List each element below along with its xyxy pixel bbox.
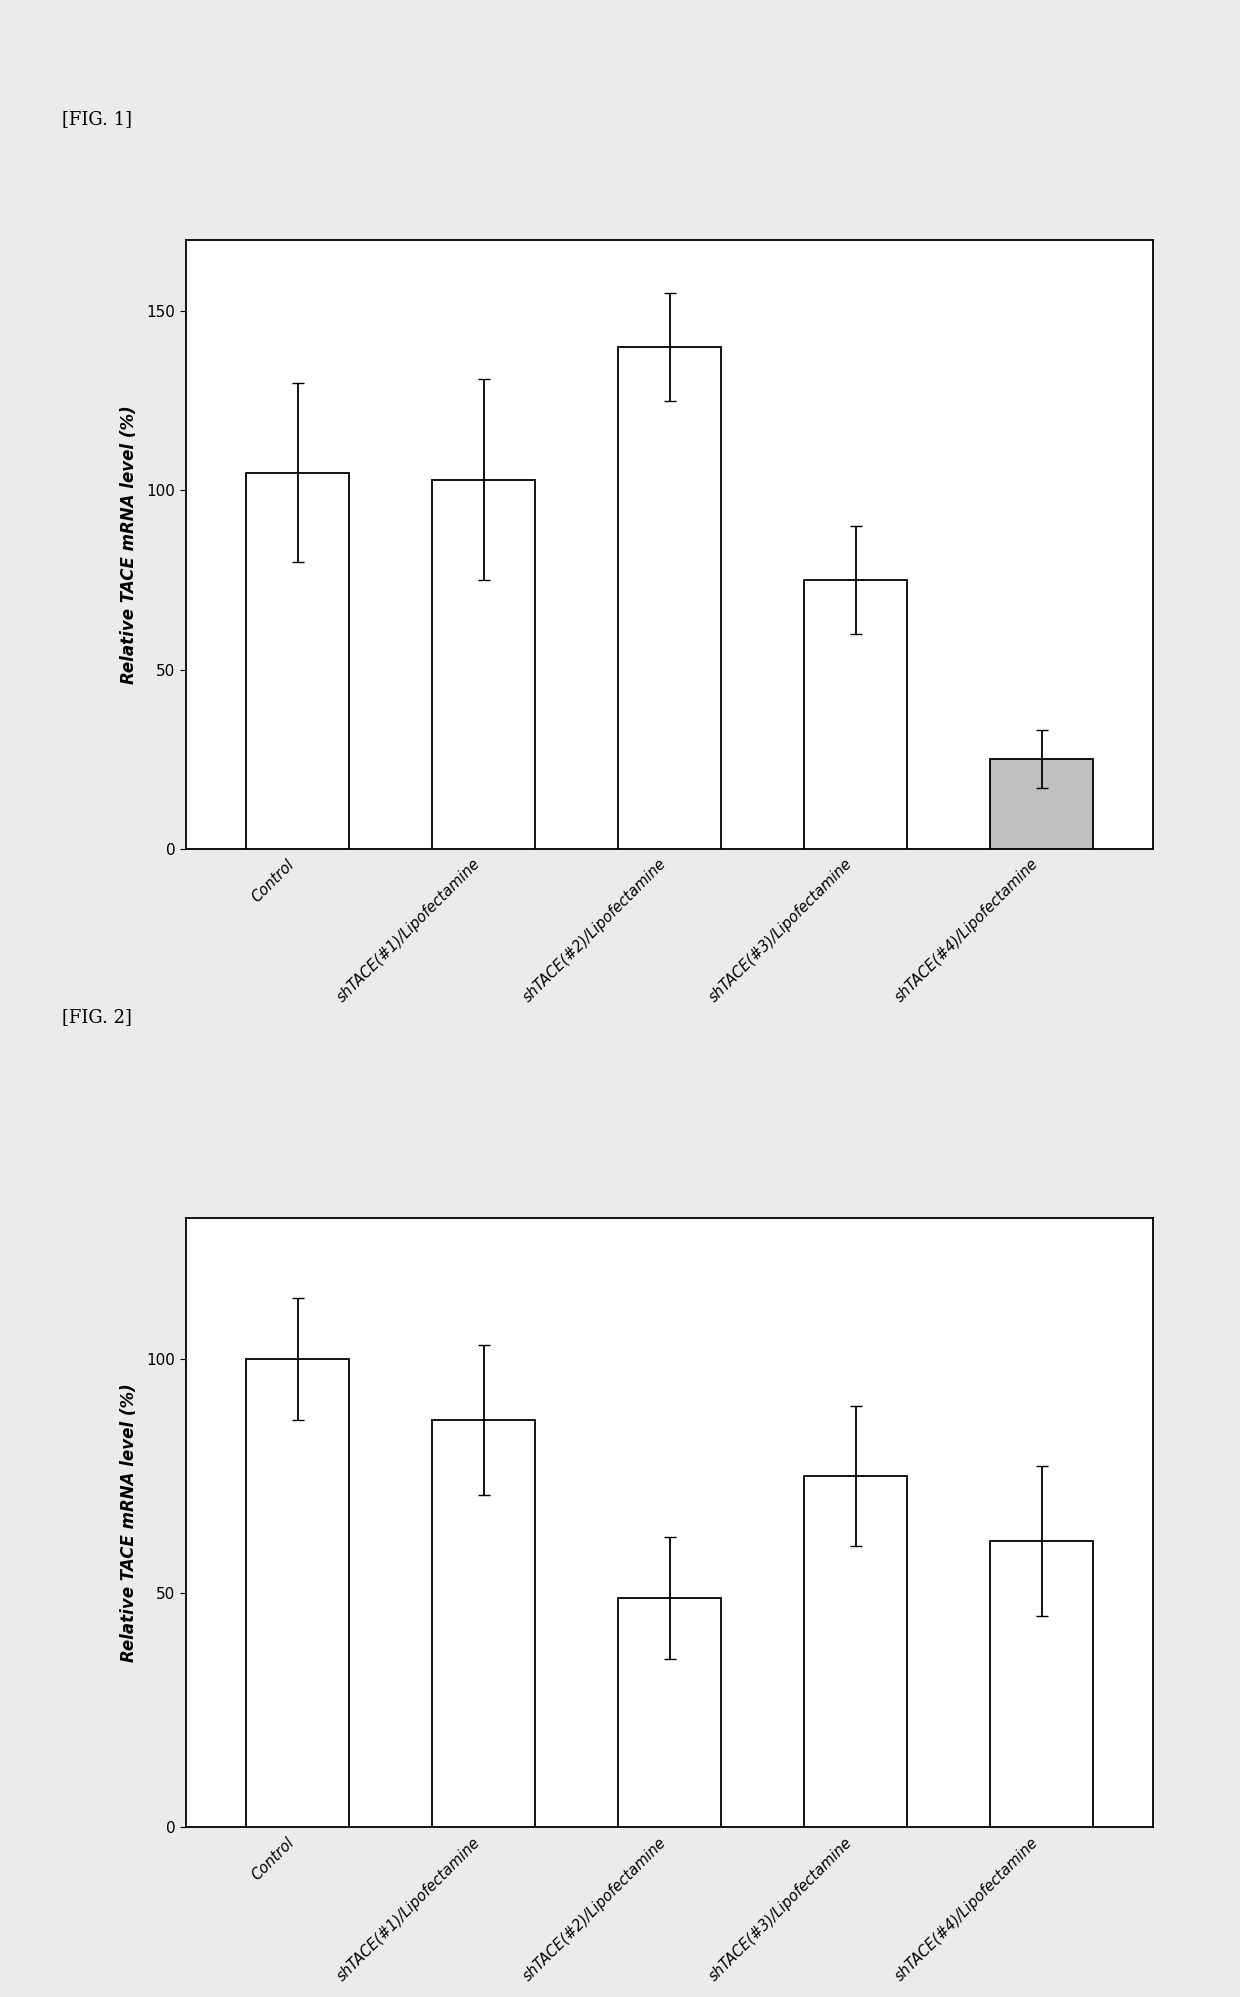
- Y-axis label: Relative TACE mRNA level (%): Relative TACE mRNA level (%): [120, 1384, 139, 1662]
- Bar: [805, 1476, 906, 1827]
- Text: [FIG. 2]: [FIG. 2]: [62, 1008, 131, 1026]
- Bar: [247, 1358, 348, 1827]
- Bar: [991, 759, 1092, 849]
- Bar: [433, 479, 534, 849]
- Bar: [991, 1542, 1092, 1827]
- Bar: [433, 1420, 534, 1827]
- Bar: [619, 347, 720, 849]
- Bar: [805, 579, 906, 849]
- Bar: [619, 1598, 720, 1827]
- Text: [FIG. 1]: [FIG. 1]: [62, 110, 131, 128]
- Bar: [247, 473, 348, 849]
- Y-axis label: Relative TACE mRNA level (%): Relative TACE mRNA level (%): [120, 405, 139, 683]
